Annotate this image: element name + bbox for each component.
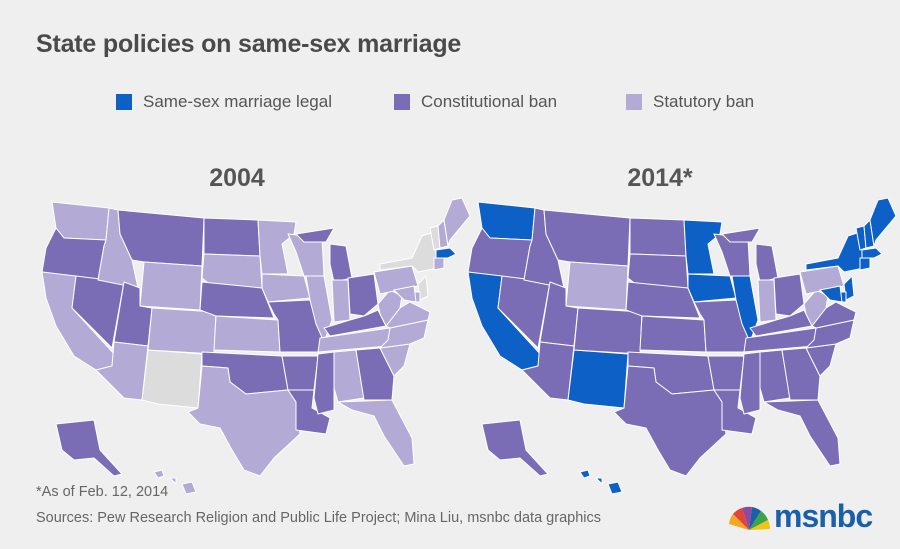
state-tx-2004: [187, 365, 301, 477]
legend-swatch-legal: [116, 94, 132, 110]
state-ks-2004: [213, 315, 281, 353]
state-ct-2014: [859, 257, 871, 271]
state-ny-2014: [805, 231, 865, 273]
state-mn-2004: [257, 219, 297, 275]
legend-swatch-constitutional: [394, 94, 410, 110]
state-ky-2014: [749, 309, 813, 337]
legend-item-legal: Same-sex marriage legal: [116, 92, 332, 112]
state-mt-2004: [117, 209, 205, 267]
state-nd-2014: [629, 217, 687, 257]
state-al-2004: [333, 349, 365, 403]
state-in-2014: [757, 279, 777, 323]
sources: Sources: Pew Research Religion and Publi…: [36, 510, 601, 526]
state-ne-2014: [625, 281, 701, 319]
state-ma-2004: [435, 247, 457, 259]
state-ct-2004: [433, 257, 445, 271]
state-ms-2014: [739, 351, 761, 415]
legend-item-constitutional: Constitutional ban: [394, 92, 557, 112]
state-co-2014: [573, 307, 643, 355]
state-ks-2014: [639, 315, 707, 353]
legend-label-legal: Same-sex marriage legal: [143, 92, 332, 111]
map-year-2014: 2014*: [627, 164, 693, 192]
peacock-icon: [729, 506, 770, 530]
state-hi-2004: [153, 469, 197, 495]
state-ak-2014: [481, 419, 549, 477]
state-hi-2014: [579, 469, 623, 495]
state-ms-2004: [313, 351, 335, 415]
us-map-2004: [41, 197, 471, 495]
state-md-2014: [819, 285, 843, 303]
map-year-2004: 2004: [209, 164, 265, 192]
state-co-2004: [147, 307, 217, 355]
state-ga-2004: [355, 347, 395, 401]
legend: Same-sex marriage legal Constitutional b…: [0, 92, 900, 114]
state-nm-2014: [567, 349, 629, 409]
state-fl-2004: [337, 399, 415, 467]
msnbc-logo: msnbc: [728, 496, 873, 536]
state-ma-2014: [861, 247, 883, 259]
state-ak-2004: [55, 419, 123, 477]
us-map-2014: [467, 197, 897, 495]
state-oh-2004: [347, 273, 379, 317]
state-ga-2014: [781, 347, 821, 401]
chart-title: State policies on same-sex marriage: [36, 30, 462, 58]
state-fl-2014: [763, 399, 841, 467]
state-nm-2004: [141, 349, 203, 409]
state-md-2004: [393, 285, 417, 303]
state-nd-2004: [203, 217, 261, 257]
state-me-2004: [443, 197, 471, 247]
state-oh-2014: [773, 273, 805, 317]
state-ky-2004: [323, 309, 387, 337]
state-ar-2014: [707, 355, 745, 391]
state-wy-2014: [565, 261, 629, 311]
state-ia-2014: [687, 273, 737, 303]
legend-label-constitutional: Constitutional ban: [421, 92, 558, 111]
legend-item-statutory: Statutory ban: [626, 92, 754, 112]
state-in-2004: [331, 279, 351, 323]
state-al-2014: [759, 349, 791, 403]
footnote: *As of Feb. 12, 2014: [36, 484, 169, 500]
state-ny-2004: [379, 231, 439, 273]
state-ne-2004: [199, 281, 275, 319]
state-me-2014: [869, 197, 897, 247]
state-ar-2004: [281, 355, 319, 391]
state-tx-2014: [613, 365, 727, 477]
state-ia-2004: [261, 273, 311, 303]
state-mt-2014: [543, 209, 631, 267]
logo-wordmark: msnbc: [774, 497, 873, 534]
state-wy-2004: [139, 261, 203, 311]
state-la-2004: [287, 389, 331, 435]
state-la-2014: [713, 389, 757, 435]
state-mn-2014: [683, 219, 723, 275]
legend-label-statutory: Statutory ban: [653, 92, 755, 111]
legend-swatch-statutory: [626, 94, 642, 110]
